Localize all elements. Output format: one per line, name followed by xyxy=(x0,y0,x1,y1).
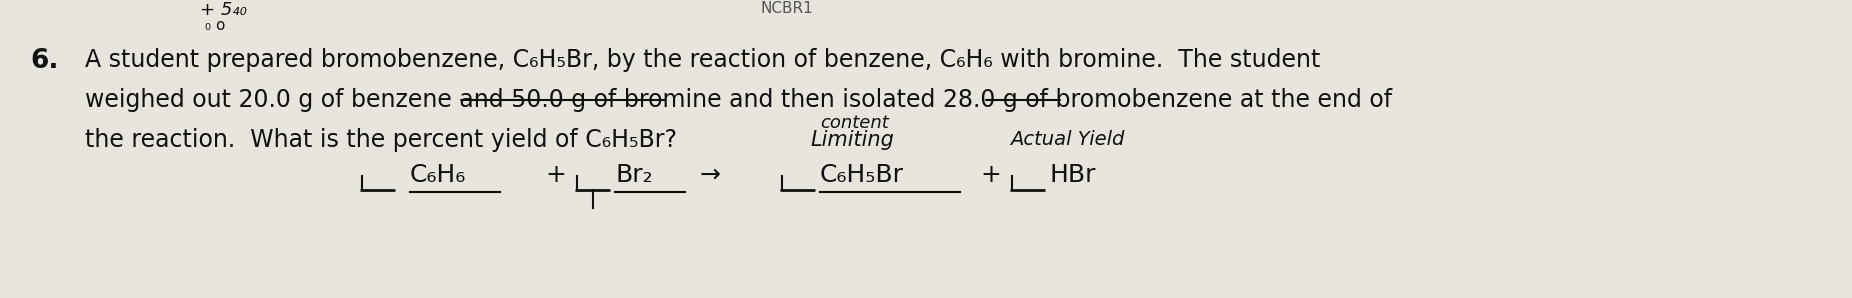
Text: weighed out 20.0 g of benzene and 50.0 g of bromine and then isolated 28.0 g of : weighed out 20.0 g of benzene and 50.0 g… xyxy=(85,88,1393,112)
Text: C₆H₅Br: C₆H₅Br xyxy=(820,163,904,187)
Text: Actual Yield: Actual Yield xyxy=(1009,130,1124,149)
Text: C₆H₆: C₆H₆ xyxy=(409,163,467,187)
Text: + 5₄₀: + 5₄₀ xyxy=(200,1,246,19)
Text: content: content xyxy=(820,114,889,132)
Text: +: + xyxy=(544,163,567,187)
Text: HBr: HBr xyxy=(1050,163,1096,187)
Text: Br₂: Br₂ xyxy=(615,163,652,187)
Text: +: + xyxy=(980,163,1000,187)
Text: 6.: 6. xyxy=(30,48,59,74)
Text: Limiting: Limiting xyxy=(809,130,895,150)
Text: NCBR1: NCBR1 xyxy=(759,1,813,16)
Text: →: → xyxy=(700,163,720,187)
Text: ₀ o: ₀ o xyxy=(206,18,226,33)
Text: the reaction.  What is the percent yield of C₆H₅Br?: the reaction. What is the percent yield … xyxy=(85,128,678,152)
Text: A student prepared bromobenzene, C₆H₅Br, by the reaction of benzene, C₆H₆ with b: A student prepared bromobenzene, C₆H₅Br,… xyxy=(85,48,1320,72)
